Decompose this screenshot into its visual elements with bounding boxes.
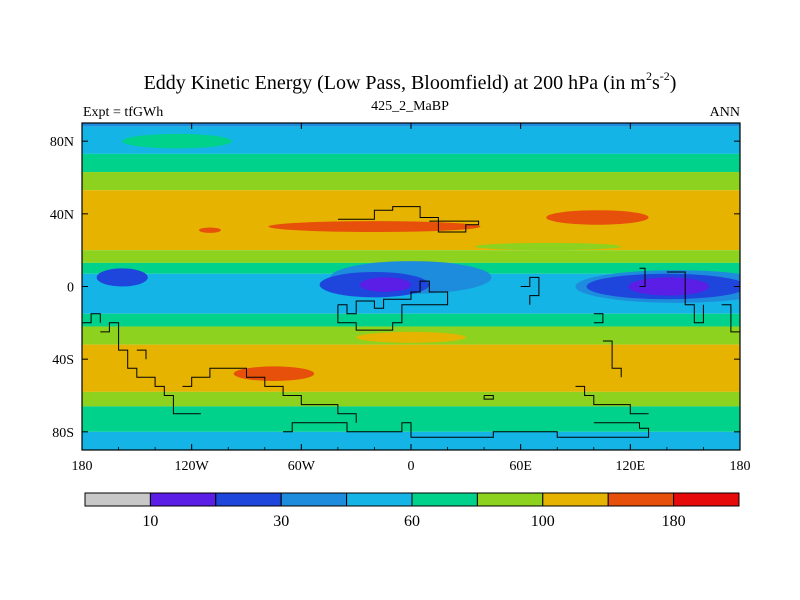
- colorbar-label-2: 60: [404, 513, 420, 530]
- patch-3: [359, 277, 411, 292]
- x-tick-label-1: 120W: [175, 459, 210, 474]
- coastline-5: [182, 367, 357, 423]
- patch-12: [122, 133, 232, 149]
- patch-7: [198, 227, 221, 233]
- x-tick-label-5: 120E: [616, 459, 646, 474]
- colorbar-box-7: [542, 492, 609, 507]
- coastline-3: [82, 313, 101, 324]
- coastlines: [82, 206, 740, 438]
- map-area: [82, 123, 740, 450]
- patch-13: [474, 242, 622, 251]
- subtitle-center: 425_2_MaBP: [371, 99, 449, 114]
- subtitle-right: ANN: [710, 105, 740, 120]
- patch-11: [356, 331, 466, 343]
- coastline-1: [337, 280, 449, 331]
- colorbar: [84, 492, 740, 507]
- coastline-6: [283, 422, 650, 438]
- y-tick-label-4: 80S: [52, 426, 74, 441]
- x-tick-label-6: 180: [730, 459, 751, 474]
- band-5: [82, 250, 740, 263]
- colorbar-box-4: [346, 492, 413, 507]
- band-8: [82, 313, 740, 327]
- band-11: [82, 391, 740, 407]
- coastline-0: [337, 206, 480, 233]
- coastline-2: [100, 322, 201, 415]
- colorbar-label-3: 100: [531, 513, 555, 530]
- y-tick-label-1: 40N: [50, 208, 74, 223]
- colorbar-box-0: [84, 492, 151, 507]
- colorbar-label-4: 180: [662, 513, 686, 530]
- coastline-11: [593, 313, 604, 324]
- y-axis: 80N 40N 0 40S 80S: [50, 135, 740, 441]
- chart-title: Eddy Kinetic Energy (Low Pass, Bloomfiel…: [144, 69, 677, 94]
- coastline-14: [721, 304, 740, 333]
- colorbar-box-1: [149, 492, 217, 507]
- patch-8: [268, 221, 481, 232]
- colorbar-box-2: [215, 492, 282, 507]
- y-tick-label-2: 0: [67, 281, 74, 296]
- colorbar-labels: 10 30 60 100 180: [142, 513, 685, 530]
- colorbar-box-5: [411, 492, 478, 507]
- band-2: [82, 153, 740, 173]
- coastline-13: [666, 271, 704, 324]
- coastline-7: [483, 395, 494, 400]
- x-tick-label-2: 60W: [288, 459, 316, 474]
- coastline-10: [520, 276, 540, 305]
- patch-6: [628, 277, 709, 296]
- x-tick-label-4: 60E: [509, 459, 532, 474]
- colorbar-label-1: 30: [273, 513, 289, 530]
- x-tick-label-3: 0: [408, 459, 415, 474]
- contour-patches: [96, 133, 740, 381]
- colorbar-box-3: [280, 492, 348, 507]
- band-13: [82, 431, 740, 450]
- coastline-8: [575, 385, 649, 415]
- coastline-9: [602, 340, 622, 378]
- x-tick-label-0: 180: [72, 459, 93, 474]
- coastline-12: [639, 267, 646, 287]
- patch-9: [546, 210, 649, 225]
- colorbar-box-8: [607, 492, 675, 507]
- colorbar-box-6: [476, 492, 544, 507]
- x-axis: 180 120W 60W 0 60E 120E 180: [72, 123, 751, 474]
- colorbar-box-9: [673, 492, 740, 507]
- y-tick-label-0: 80N: [50, 135, 74, 150]
- band-10: [82, 344, 740, 392]
- coastline-4: [136, 349, 147, 360]
- patch-0: [96, 268, 148, 287]
- subtitle-left: Expt = tfGWh: [83, 105, 163, 120]
- band-3: [82, 172, 740, 191]
- y-tick-label-3: 40S: [52, 353, 74, 368]
- colorbar-label-0: 10: [142, 513, 158, 530]
